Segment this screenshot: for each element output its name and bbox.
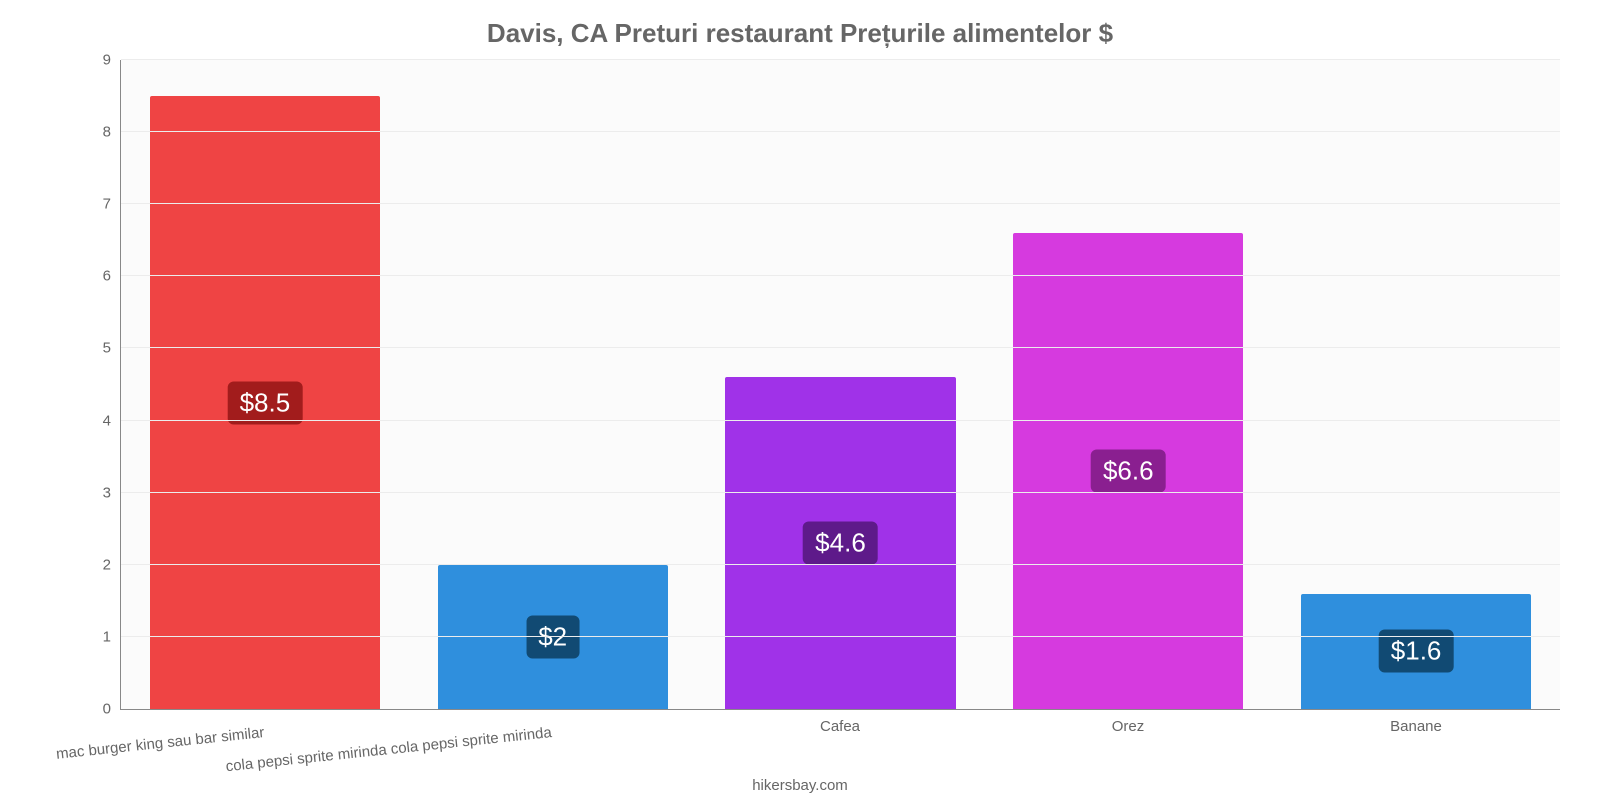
gridline (121, 636, 1560, 637)
chart-title: Davis, CA Preturi restaurant Prețurile a… (0, 0, 1600, 49)
gridline (121, 275, 1560, 276)
bar: $4.6 (725, 377, 955, 709)
gridline (121, 203, 1560, 204)
y-tick-label: 2 (103, 556, 121, 573)
x-tick-label: cola pepsi sprite mirinda cola pepsi spr… (225, 724, 553, 775)
gridline (121, 347, 1560, 348)
y-tick-label: 6 (103, 268, 121, 285)
bars-container: $8.5 $2 $4.6 $6.6 $1.6 (121, 60, 1560, 709)
bar: $1.6 (1301, 594, 1531, 709)
bar-slot: $1.6 (1272, 60, 1560, 709)
y-tick-label: 5 (103, 340, 121, 357)
bar: $6.6 (1013, 233, 1243, 709)
y-tick-label: 1 (103, 628, 121, 645)
bar-slot: $8.5 (121, 60, 409, 709)
x-tick-label: Cafea (820, 718, 860, 735)
value-badge: $8.5 (228, 381, 303, 424)
value-badge: $6.6 (1091, 450, 1166, 493)
gridline (121, 59, 1560, 60)
y-tick-label: 9 (103, 52, 121, 69)
price-chart: Davis, CA Preturi restaurant Prețurile a… (0, 0, 1600, 800)
gridline (121, 131, 1560, 132)
plot-area: $8.5$2$4.6$6.6$1.6 0123456789 (120, 60, 1560, 710)
y-tick-label: 7 (103, 196, 121, 213)
chart-subtitle: hikersbay.com (0, 777, 1600, 794)
x-tick-label: Banane (1390, 718, 1442, 735)
gridline (121, 564, 1560, 565)
y-tick-label: 4 (103, 412, 121, 429)
bar: $8.5 (150, 96, 380, 709)
bar-slot: $2 (409, 60, 697, 709)
gridline (121, 420, 1560, 421)
y-tick-label: 0 (103, 701, 121, 718)
y-tick-label: 3 (103, 484, 121, 501)
value-badge: $2 (526, 615, 579, 658)
bar-slot: $4.6 (697, 60, 985, 709)
bar-slot: $6.6 (984, 60, 1272, 709)
y-tick-label: 8 (103, 124, 121, 141)
gridline (121, 492, 1560, 493)
value-badge: $4.6 (803, 522, 878, 565)
bar: $2 (438, 565, 668, 709)
x-tick-label: Orez (1112, 718, 1145, 735)
